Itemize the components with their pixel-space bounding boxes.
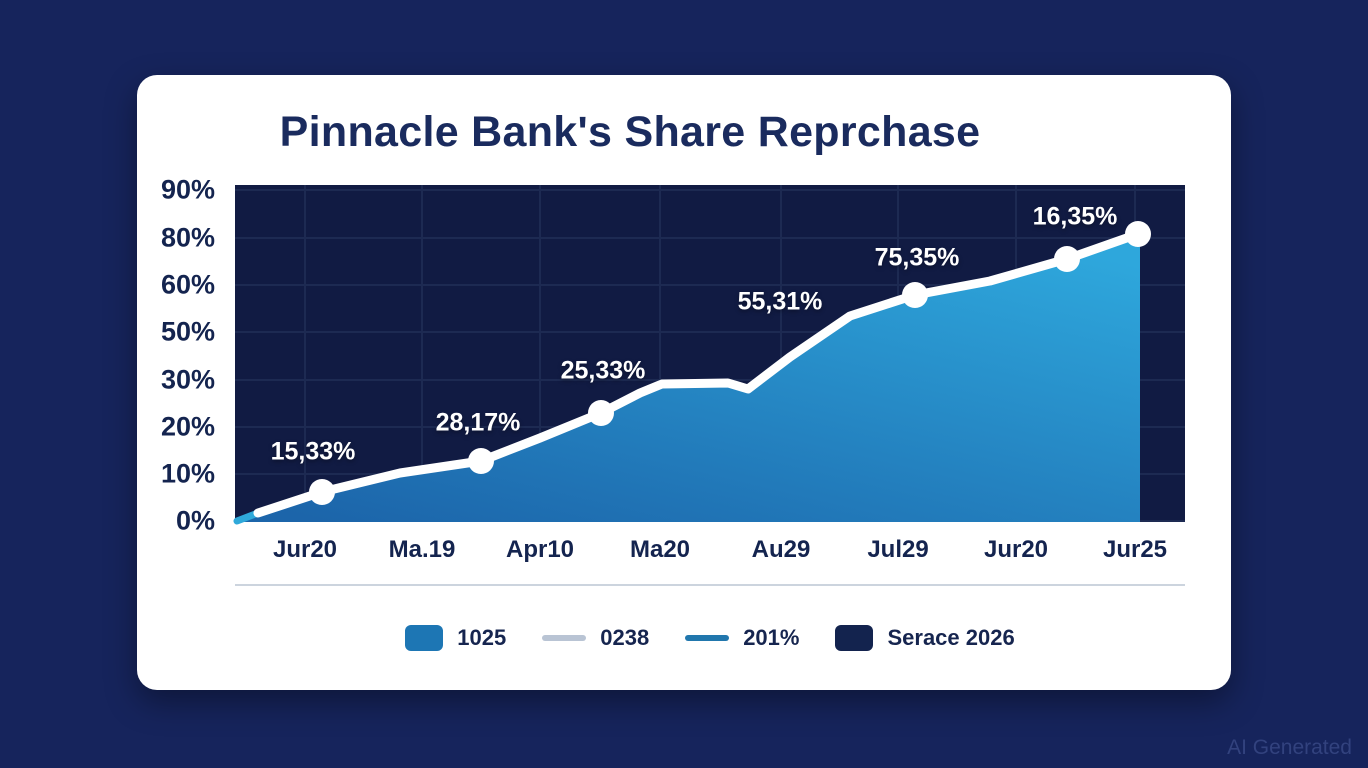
data-point-label: 75,35% bbox=[874, 243, 960, 272]
x-tick-label: Jur20 bbox=[272, 536, 338, 563]
x-tick-label: Ma.19 bbox=[388, 536, 456, 563]
chart-title: Pinnacle Bank's Share Reprchase bbox=[279, 108, 981, 156]
legend-item-label: 201% bbox=[743, 625, 800, 650]
y-tick-label: 20% bbox=[160, 411, 215, 442]
legend-item-label: Serace 2026 bbox=[887, 625, 1015, 650]
legend-swatch-icon bbox=[835, 625, 874, 651]
x-tick-label: Jur20 bbox=[983, 536, 1049, 563]
chart-legend: 1025 0238 201% Serace 2026 bbox=[235, 618, 1185, 658]
y-tick-label: 10% bbox=[160, 458, 215, 489]
data-point-label: 16,35% bbox=[1032, 202, 1118, 231]
y-tick-label: 0% bbox=[175, 505, 215, 536]
y-tick-label: 80% bbox=[160, 222, 215, 253]
legend-item-serace-2026: Serace 2026 bbox=[835, 625, 1015, 651]
legend-item-0238: 0238 bbox=[542, 625, 649, 651]
y-tick-label: 30% bbox=[160, 364, 215, 395]
x-tick-label: Jur25 bbox=[1102, 536, 1168, 563]
data-point-label: 28,17% bbox=[435, 408, 521, 437]
y-tick-label: 50% bbox=[160, 316, 215, 347]
x-tick-label: Ma20 bbox=[629, 536, 691, 563]
legend-item-label: 0238 bbox=[600, 625, 650, 650]
legend-item-1025: 1025 bbox=[405, 625, 506, 651]
legend-swatch-icon bbox=[542, 635, 587, 641]
legend-item-label: 1025 bbox=[457, 625, 507, 650]
legend-swatch-icon bbox=[405, 625, 444, 651]
data-point-label: 25,33% bbox=[560, 356, 646, 385]
x-tick-label: Apr10 bbox=[505, 536, 575, 563]
y-tick-label: 60% bbox=[160, 269, 215, 300]
y-tick-label: 90% bbox=[160, 174, 215, 205]
ai-generated-watermark: AI Generated bbox=[1227, 736, 1352, 759]
data-point-label: 15,33% bbox=[270, 437, 356, 466]
legend-item-201-: 201% bbox=[685, 625, 799, 651]
data-point-label: 55,31% bbox=[737, 287, 823, 316]
axis-separator-line bbox=[235, 584, 1185, 586]
legend-swatch-icon bbox=[685, 635, 730, 641]
x-tick-label: Au29 bbox=[751, 536, 811, 563]
plot-area-background bbox=[235, 185, 1185, 522]
x-tick-label: Jul29 bbox=[867, 536, 929, 563]
